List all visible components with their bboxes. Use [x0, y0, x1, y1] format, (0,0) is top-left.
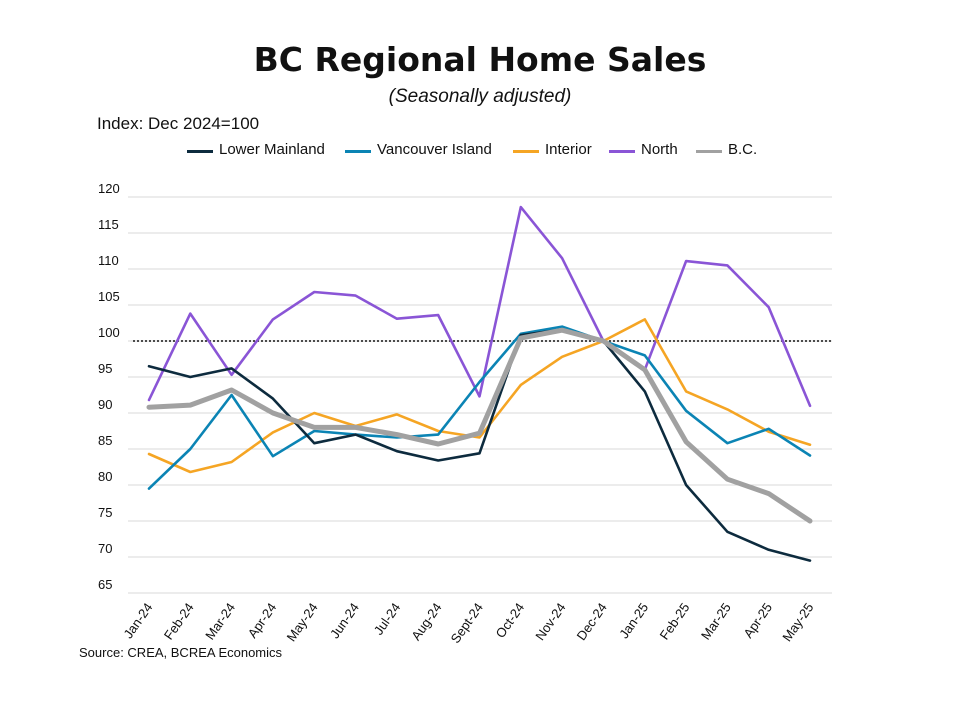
legend-label-lower-mainland: Lower Mainland: [219, 141, 325, 158]
x-tick-label: Jul-24: [371, 600, 404, 638]
y-tick-label: 80: [98, 469, 112, 484]
x-tick-label: Jan-24: [120, 600, 155, 641]
x-tick-label: Jan-25: [616, 600, 651, 641]
y-tick-label: 100: [98, 325, 120, 340]
legend-label-north: North: [641, 141, 678, 158]
legend-label-bc: B.C.: [728, 141, 758, 158]
series-line-north: [147, 205, 812, 408]
y-tick-label: 110: [98, 253, 119, 268]
x-tick-label: May-25: [779, 600, 816, 644]
series-line-b-c: [146, 327, 813, 524]
legend-swatch-vancouver-island: [345, 150, 371, 153]
chart-title: BC Regional Home Sales: [253, 40, 707, 79]
y-tick-label: 115: [98, 217, 119, 232]
series-line-interior: [147, 318, 812, 474]
x-tick-label: Feb-24: [161, 600, 197, 642]
y-tick-label: 65: [98, 577, 112, 592]
x-tick-label: Oct-24: [493, 600, 528, 641]
x-tick-label: Apr-25: [740, 600, 775, 641]
x-tick-label: Mar-24: [202, 600, 238, 642]
series-line-vancouver-island: [147, 325, 812, 490]
chart-subtitle: (Seasonally adjusted): [388, 86, 572, 107]
legend-swatch-lower-mainland: [187, 150, 213, 153]
y-tick-label: 105: [98, 289, 120, 304]
x-tick-label: Feb-25: [657, 600, 693, 642]
legend-swatch-interior: [513, 150, 539, 153]
x-tick-label: Jun-24: [327, 600, 362, 641]
y-tick-label: 75: [98, 505, 112, 520]
y-tick-label: 95: [98, 361, 112, 376]
x-tick-label: Dec-24: [574, 600, 610, 643]
legend-swatch-bc: [696, 150, 722, 153]
x-tick-label: Apr-24: [245, 600, 280, 641]
y-tick-label: 120: [98, 181, 120, 196]
y-axis-label: Index: Dec 2024=100: [97, 114, 260, 133]
x-tick-label: Sept-24: [448, 600, 486, 646]
series-line-lower-mainland: [147, 328, 812, 562]
y-tick-label: 85: [98, 433, 112, 448]
y-tick-label: 90: [98, 397, 112, 412]
legend-swatch-north: [609, 150, 635, 153]
x-tick-label: Mar-25: [698, 600, 734, 642]
y-tick-label: 70: [98, 541, 112, 556]
source-note: Source: CREA, BCREA Economics: [79, 645, 283, 660]
chart-legend: Lower Mainland Vancouver Island Interior…: [0, 141, 960, 161]
legend-label-vancouver-island: Vancouver Island: [377, 141, 492, 158]
x-tick-label: Aug-24: [408, 600, 444, 643]
x-tick-label: May-24: [284, 600, 321, 644]
legend-label-interior: Interior: [545, 141, 592, 158]
x-tick-label: Nov-24: [532, 600, 568, 643]
